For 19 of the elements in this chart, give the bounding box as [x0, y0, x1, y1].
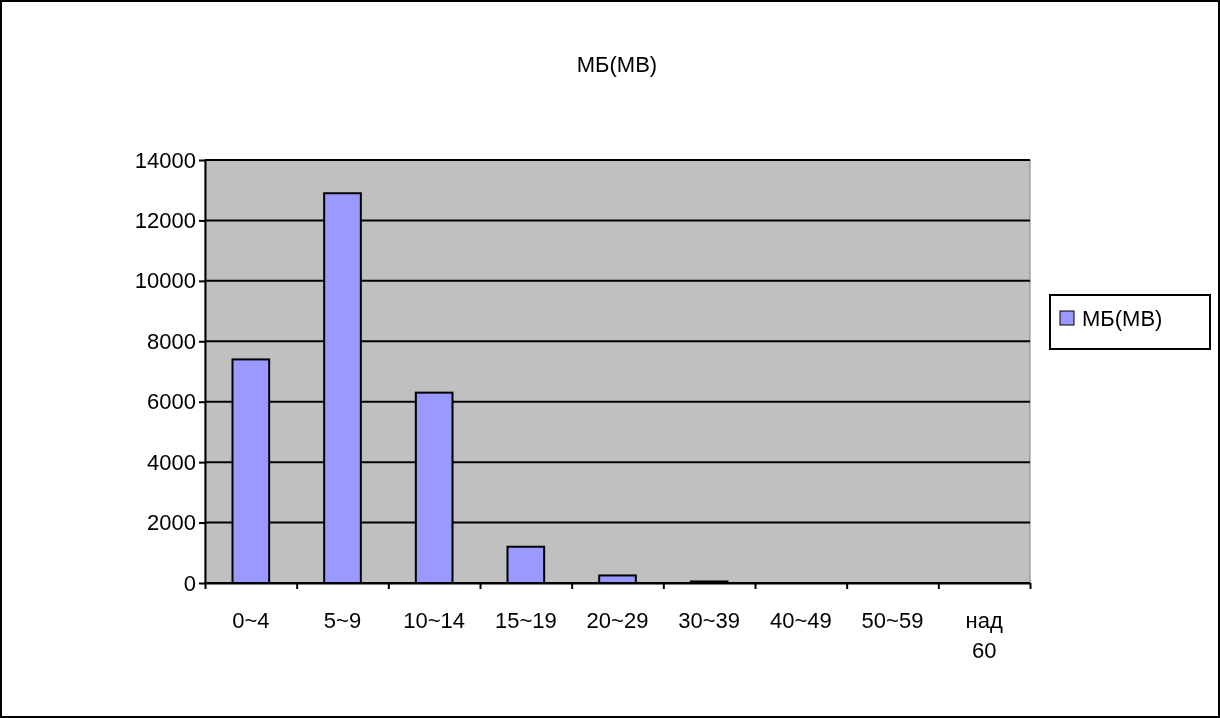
x-tick-label: 40~49: [769, 608, 832, 633]
x-tick-label: 50~59: [861, 608, 924, 633]
x-tick-label: 10~14: [403, 608, 466, 633]
y-tick-label: 8000: [147, 328, 196, 354]
x-tick-label: 0~4: [232, 608, 270, 633]
y-tick-label: 14000: [134, 147, 196, 173]
y-tick-label: 4000: [147, 449, 196, 475]
y-tick-label: 10000: [134, 268, 196, 294]
x-tick-label: 30~39: [678, 608, 741, 633]
x-tick-label: 20~29: [586, 608, 649, 633]
x-tick-label: над 60: [965, 608, 1003, 663]
y-tick-label: 0: [183, 570, 196, 596]
y-tick-label: 6000: [147, 389, 196, 415]
y-tick-label: 12000: [134, 207, 196, 233]
chart-title: МБ(МВ): [576, 52, 658, 77]
x-tick-label: 5~9: [323, 608, 362, 633]
x-tick-label: 15~19: [494, 608, 557, 633]
y-tick-label: 2000: [147, 510, 196, 536]
legend-label: МБ(МВ): [1082, 306, 1163, 331]
